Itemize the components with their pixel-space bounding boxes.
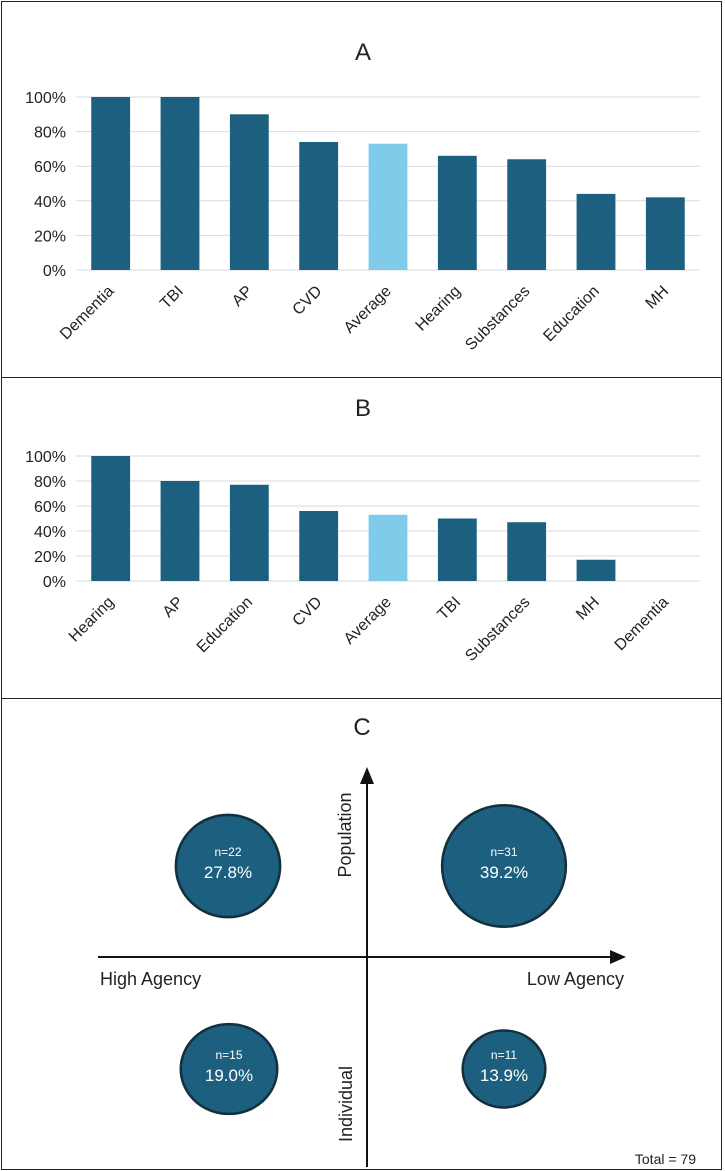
panel-b: B 0% 20% 40% 60% 80% 100% Hearing AP Education CVD… xyxy=(1,377,722,699)
bubble-bottom-right xyxy=(461,1029,547,1109)
x-tick-label: Average xyxy=(341,283,395,337)
bar-education xyxy=(576,193,616,270)
y-tick-label: 20% xyxy=(34,549,66,566)
chart-c: C High Agency Low Agency Population Indi… xyxy=(98,714,696,1167)
y-tick-label: 0% xyxy=(43,574,66,591)
bar-ap xyxy=(160,481,200,581)
bar-education xyxy=(229,484,269,581)
x-tick-label: TBI xyxy=(157,283,187,313)
bubble-percent-label: 13.9% xyxy=(480,1066,528,1085)
x-tick-label: AP xyxy=(160,594,187,621)
bar-tbi xyxy=(437,518,477,581)
y-tick-label: 100% xyxy=(25,90,66,107)
bar-mh xyxy=(645,197,685,270)
chart-title-b: B xyxy=(355,395,371,422)
x-tick-label: AP xyxy=(229,283,256,310)
bar-tbi xyxy=(160,97,200,270)
chart-b: B 0% 20% 40% 60% 80% 100% Hearing AP Education CVD… xyxy=(25,395,700,665)
y-tick-label: 40% xyxy=(34,194,66,211)
x-tick-label: CVD xyxy=(290,594,326,630)
y-axis-arrow-icon xyxy=(360,767,374,784)
bar-average xyxy=(368,143,408,270)
x-axis-right-label: Low Agency xyxy=(527,969,624,989)
bubble-count-label: n=22 xyxy=(214,845,241,859)
x-tick-label: Hearing xyxy=(413,283,465,335)
bubble-bottom-left xyxy=(179,1022,279,1116)
y-tick-label: 60% xyxy=(34,499,66,516)
bubble-percent-label: 19.0% xyxy=(205,1066,253,1085)
x-tick-label: Dementia xyxy=(612,594,673,655)
chart-a: A 0% 20% 40% 60% 80% 100% Dementia TBI AP CVD Avera… xyxy=(25,39,700,354)
chart-title-c: C xyxy=(353,714,370,741)
y-tick-label: 40% xyxy=(34,524,66,541)
x-tick-label: Substances xyxy=(462,594,533,665)
x-tick-label: Education xyxy=(194,594,256,656)
x-tick-label: TBI xyxy=(435,594,465,624)
x-tick-label: Dementia xyxy=(57,283,118,344)
bar-mh xyxy=(576,559,616,581)
bar-cvd xyxy=(299,511,339,581)
bubble-top-right xyxy=(440,804,568,928)
x-axis-left-label: High Agency xyxy=(100,969,201,989)
bar-ap xyxy=(229,114,269,270)
x-tick-label: Average xyxy=(341,594,395,648)
y-tick-label: 20% xyxy=(34,228,66,245)
bubble-percent-label: 27.8% xyxy=(204,863,252,882)
bubble-group: n=22 27.8% n=31 39.2% n=15 19.0% n=11 13.9% xyxy=(174,804,568,1116)
y-tick-label: 100% xyxy=(25,449,66,466)
y-tick-label: 80% xyxy=(34,474,66,491)
y-axis-top-label: Population xyxy=(335,792,355,877)
bar-hearing xyxy=(437,155,477,270)
chart-title-a: A xyxy=(355,39,371,66)
x-tick-label: MH xyxy=(643,283,673,313)
x-tick-label: Education xyxy=(540,283,602,345)
bar-average xyxy=(368,514,408,581)
bar-substances xyxy=(507,159,547,270)
bar-dementia xyxy=(91,97,131,270)
x-tick-label: Hearing xyxy=(66,594,118,646)
y-tick-label: 80% xyxy=(34,125,66,142)
x-tick-label: MH xyxy=(573,594,603,624)
y-tick-label: 60% xyxy=(34,159,66,176)
panel-c: C High Agency Low Agency Population Indi… xyxy=(1,698,722,1170)
bubble-top-left xyxy=(174,813,282,919)
panel-a: A 0% 20% 40% 60% 80% 100% Dementia TBI AP CVD Avera… xyxy=(1,1,722,378)
x-tick-label: Substances xyxy=(462,283,533,354)
bar-hearing xyxy=(91,456,131,581)
bar-substances xyxy=(507,522,547,581)
bubble-count-label: n=31 xyxy=(490,845,517,859)
bubble-percent-label: 39.2% xyxy=(480,863,528,882)
total-label: Total = 79 xyxy=(635,1151,696,1167)
y-tick-label: 0% xyxy=(43,263,66,280)
x-tick-label: CVD xyxy=(290,283,326,319)
bubble-count-label: n=11 xyxy=(491,1048,517,1062)
bar-cvd xyxy=(299,141,339,270)
y-axis-bottom-label: Individual xyxy=(336,1066,356,1142)
bubble-count-label: n=15 xyxy=(215,1048,242,1062)
x-axis-arrow-icon xyxy=(610,950,626,964)
